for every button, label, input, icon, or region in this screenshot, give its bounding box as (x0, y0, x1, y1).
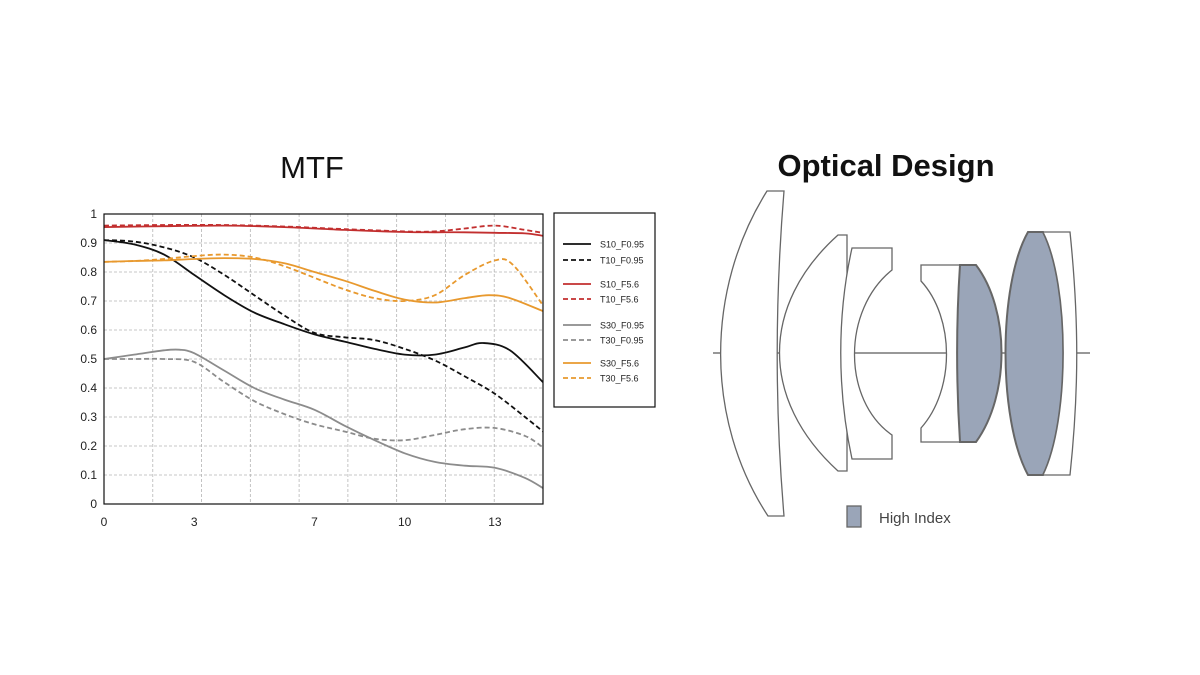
y-tick-label: 0.4 (80, 381, 97, 395)
y-tick-label: 0 (90, 497, 97, 511)
high-index-label: High Index (879, 510, 951, 527)
y-tick-label: 0.2 (80, 439, 97, 453)
legend-label: S30_F0.95 (600, 321, 644, 331)
mtf-legend: S10_F0.95 T10_F0.95 S10_F5.6 T10_F5.6 S30_F0… (554, 213, 655, 407)
y-tick-label: 0.7 (80, 294, 97, 308)
legend-label: S10_F0.95 (600, 240, 644, 250)
high-index-swatch (847, 506, 861, 527)
x-tick-label: 0 (101, 515, 108, 529)
legend-label: T10_F5.6 (600, 295, 639, 305)
y-tick-label: 1 (90, 207, 97, 221)
optical-design-diagram: High Index (713, 191, 1090, 527)
legend-label: T10_F0.95 (600, 256, 644, 266)
x-tick-label: 3 (191, 515, 198, 529)
y-tick-label: 0.3 (80, 410, 97, 424)
y-tick-label: 0.5 (80, 352, 97, 366)
legend-label: S10_F5.6 (600, 280, 639, 290)
y-tick-label: 0.9 (80, 236, 97, 250)
x-tick-label: 7 (311, 515, 318, 529)
high-index-lens-1 (957, 265, 1002, 442)
x-tick-label: 13 (488, 515, 502, 529)
y-tick-label: 0.6 (80, 323, 97, 337)
x-tick-label: 10 (398, 515, 412, 529)
legend-label: S30_F5.6 (600, 359, 639, 369)
mtf-chart: 00.10.20.30.40.50.60.70.80.910 3 7 10 13 (80, 207, 543, 529)
lens-element-1 (721, 191, 784, 516)
y-tick-label: 0.1 (80, 468, 97, 482)
y-tick-label: 0.8 (80, 265, 97, 279)
legend-label: T30_F5.6 (600, 374, 639, 384)
figure-canvas: 00.10.20.30.40.50.60.70.80.910 3 7 10 13 S10… (0, 0, 1200, 675)
legend-label: T30_F0.95 (600, 336, 644, 346)
lens-element-2 (780, 235, 848, 471)
